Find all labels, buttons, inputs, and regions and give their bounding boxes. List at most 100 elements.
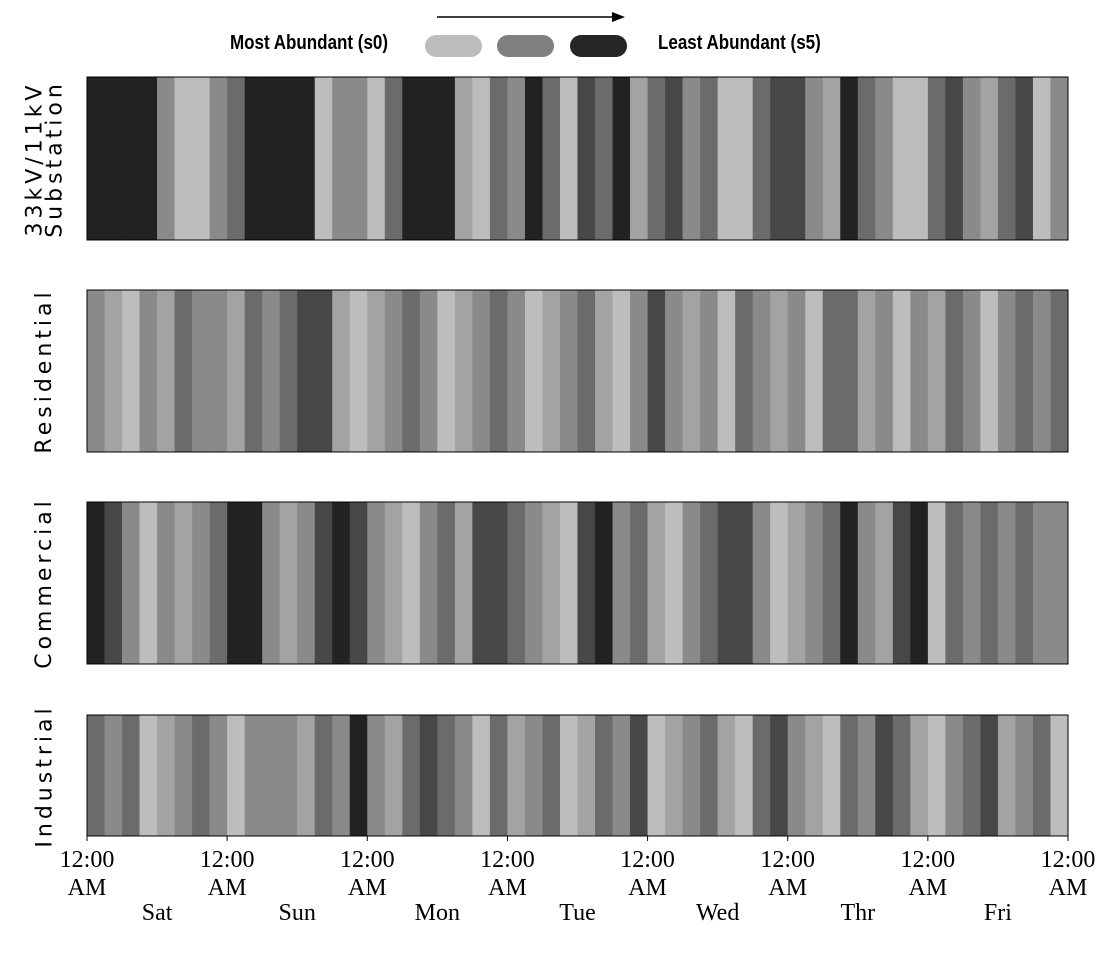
state-segment	[752, 715, 771, 836]
state-segment	[1015, 715, 1034, 836]
state-segment	[647, 290, 666, 452]
state-segment	[875, 290, 894, 452]
state-segment	[192, 502, 210, 664]
state-segment	[787, 502, 806, 664]
state-segment	[192, 77, 210, 240]
state-segment	[437, 77, 456, 240]
state-segment	[227, 502, 245, 664]
state-segment	[87, 77, 105, 240]
state-segment	[840, 502, 859, 664]
state-segment	[980, 77, 999, 240]
state-segment	[822, 502, 841, 664]
state-segment	[122, 290, 140, 452]
state-segment	[262, 502, 280, 664]
x-tick-label: 12:00 AM	[900, 847, 956, 901]
state-segment	[524, 502, 543, 664]
state-segment	[314, 502, 333, 664]
state-segment	[507, 77, 526, 240]
state-segment	[577, 77, 596, 240]
state-segment	[104, 290, 123, 452]
day-label: Fri	[983, 900, 1012, 926]
legend-swatch	[497, 35, 554, 57]
state-segment	[577, 290, 596, 452]
x-tick-label: 12:00 AM	[199, 847, 255, 901]
state-segment	[612, 502, 631, 664]
state-segment	[489, 290, 508, 452]
state-segment	[402, 290, 421, 452]
state-segment	[752, 77, 771, 240]
state-segment	[647, 715, 666, 836]
state-segment	[647, 502, 666, 664]
state-segment	[104, 715, 123, 836]
x-tick-label: 12:00 AM	[339, 847, 395, 901]
day-label: Wed	[695, 900, 740, 926]
state-segment	[139, 290, 158, 452]
y-axis-label: Industrial	[32, 703, 57, 848]
state-segment	[857, 77, 876, 240]
x-tick-label: 12:00 AM	[760, 847, 816, 901]
state-segment	[595, 290, 613, 452]
state-segment	[104, 502, 123, 664]
state-segment	[384, 77, 403, 240]
day-label: Mon	[414, 900, 461, 926]
state-segment	[279, 290, 298, 452]
state-segment	[244, 502, 263, 664]
legend-swatch	[570, 35, 627, 57]
state-segment	[472, 77, 491, 240]
state-segment	[857, 290, 876, 452]
state-segment	[927, 502, 946, 664]
state-segment	[454, 290, 473, 452]
state-segment	[717, 502, 736, 664]
state-segment	[945, 77, 964, 240]
state-segment	[437, 715, 456, 836]
state-segment	[770, 715, 789, 836]
state-segment	[910, 502, 929, 664]
state-segment	[962, 290, 981, 452]
state-segment	[472, 502, 491, 664]
state-segment	[787, 290, 806, 452]
state-segment	[122, 715, 140, 836]
state-segment	[524, 715, 543, 836]
state-segment	[384, 502, 403, 664]
state-segment	[857, 502, 876, 664]
state-segment	[962, 502, 981, 664]
y-axis-label: Commercial	[32, 497, 57, 669]
state-segment	[157, 502, 175, 664]
state-segment	[980, 502, 999, 664]
state-segment	[682, 290, 701, 452]
state-segment	[927, 715, 946, 836]
state-segment	[717, 715, 736, 836]
state-segment	[559, 77, 578, 240]
state-segment	[507, 290, 526, 452]
state-segment	[630, 502, 648, 664]
day-label: Sat	[141, 900, 173, 926]
state-segment	[840, 77, 859, 240]
state-segment	[787, 715, 806, 836]
state-segment	[384, 715, 403, 836]
state-segment	[367, 502, 386, 664]
state-segment	[559, 715, 578, 836]
state-segment	[682, 715, 701, 836]
state-segment	[612, 715, 631, 836]
state-segment	[332, 77, 351, 240]
state-segment	[805, 77, 824, 240]
state-segment	[244, 715, 263, 836]
state-segment	[1032, 77, 1051, 240]
state-segment	[910, 77, 929, 240]
state-segment	[472, 715, 491, 836]
state-segment	[665, 290, 683, 452]
state-segment	[595, 77, 613, 240]
state-segment	[700, 290, 718, 452]
state-segment	[297, 715, 316, 836]
state-segment	[735, 502, 753, 664]
state-segment	[945, 290, 964, 452]
state-segment	[542, 77, 561, 240]
state-segment	[192, 290, 210, 452]
state-segment	[139, 502, 158, 664]
state-segment	[1050, 290, 1069, 452]
state-segment	[402, 77, 421, 240]
state-segment	[1050, 715, 1069, 836]
state-segment	[139, 715, 158, 836]
state-segment	[752, 502, 771, 664]
